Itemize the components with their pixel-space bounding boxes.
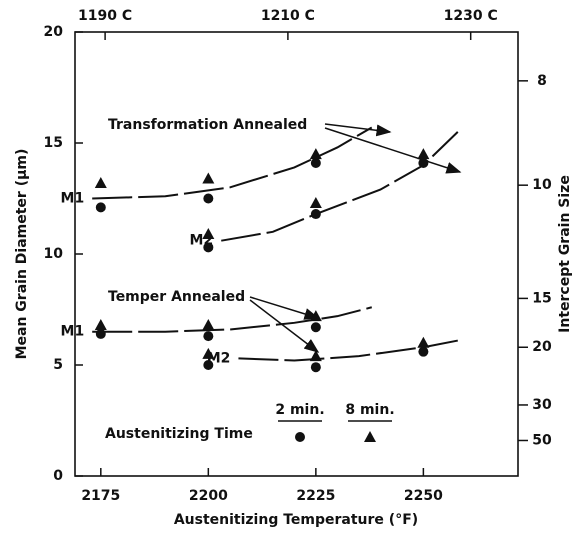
triangle-marker: [309, 196, 322, 208]
x-tick-label: 2225: [296, 488, 335, 504]
x2-tick-label: 1190 C: [78, 8, 132, 24]
curve-label: M1: [61, 191, 85, 207]
triangle-marker: [309, 310, 322, 322]
y-tick-label: 10: [44, 246, 64, 262]
circle-marker: [310, 157, 321, 168]
y2-tick-label: 50: [532, 432, 552, 448]
y2-tick-label: 20: [532, 339, 552, 355]
y2-tick-label: 30: [532, 397, 552, 413]
legend-label: 2 min.: [275, 402, 324, 418]
arrows: [249, 123, 462, 353]
triangle-marker: [94, 319, 107, 331]
fit-curve: [238, 339, 458, 362]
y2-tick-label: 10: [532, 177, 552, 193]
curve-label: M2: [207, 350, 231, 366]
y-tick-label: 20: [44, 24, 64, 40]
circle-marker: [203, 331, 214, 342]
legend-label: 8 min.: [345, 402, 394, 418]
triangle-marker: [202, 347, 215, 359]
annotation: Transformation Annealed: [108, 117, 307, 133]
x-tick-label: 2200: [189, 488, 228, 504]
circle-marker: [310, 322, 321, 333]
curve-label: M1: [61, 324, 85, 340]
y-tick-label: 5: [53, 357, 63, 373]
circle-marker: [418, 157, 429, 168]
circle-marker: [310, 362, 321, 373]
triangle-marker: [94, 176, 107, 188]
y-tick-label: 15: [44, 135, 63, 151]
y-axis-label: Mean Grain Diameter (μm): [14, 149, 30, 360]
y2-axis-label: Intercept Grain Size: [557, 175, 573, 333]
fit-curve: [221, 131, 459, 242]
x2-tick-label: 1230 C: [444, 8, 498, 24]
circle-marker: [95, 328, 106, 339]
legend-marker: [364, 431, 376, 442]
triangle-marker: [309, 350, 322, 362]
circle-marker: [203, 193, 214, 204]
x-tick-label: 2250: [404, 488, 443, 504]
circle-marker: [418, 346, 429, 357]
x-tick-label: 2175: [81, 488, 120, 504]
circle-marker: [310, 209, 321, 220]
triangle-marker: [417, 148, 430, 160]
y2-tick-label: 15: [532, 290, 551, 306]
fit-curve: [92, 126, 373, 200]
annotation: Temper Annealed: [108, 289, 245, 305]
triangle-marker: [202, 319, 215, 331]
triangle-marker: [202, 172, 215, 184]
y2-tick-label: 8: [537, 73, 547, 89]
triangle-marker: [417, 336, 430, 348]
circle-marker: [95, 202, 106, 213]
fit-curve: [92, 306, 373, 333]
x2-tick-label: 1210 C: [261, 8, 315, 24]
x-axis-label: Austenitizing Temperature (°F): [174, 512, 418, 528]
circle-marker: [203, 242, 214, 253]
legend-marker: [295, 432, 305, 442]
legend-title: Austenitizing Time: [105, 426, 253, 442]
y-tick-label: 0: [53, 468, 63, 484]
triangle-marker: [202, 228, 215, 240]
triangle-marker: [309, 148, 322, 160]
circle-marker: [203, 360, 214, 370]
